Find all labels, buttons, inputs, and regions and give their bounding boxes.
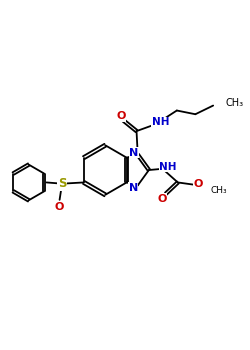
Text: NH: NH	[152, 117, 169, 127]
Text: O: O	[116, 111, 126, 121]
Text: NH: NH	[159, 162, 177, 172]
Text: N: N	[130, 148, 139, 158]
Text: CH₃: CH₃	[211, 186, 228, 195]
Text: N: N	[129, 183, 138, 193]
Text: O: O	[194, 179, 203, 189]
Text: S: S	[58, 177, 66, 190]
Text: O: O	[55, 202, 64, 212]
Text: O: O	[158, 194, 167, 204]
Text: CH₃: CH₃	[225, 98, 243, 107]
